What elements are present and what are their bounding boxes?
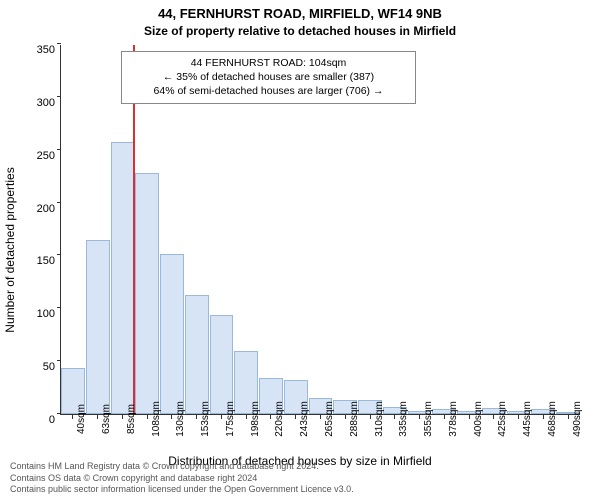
chart-title: 44, FERNHURST ROAD, MIRFIELD, WF14 9NB (0, 6, 600, 21)
y-tick-mark (57, 360, 61, 361)
x-tick-label: 310sqm (370, 401, 385, 437)
histogram-bar (135, 173, 159, 414)
info-box-line: 64% of semi-detached houses are larger (… (130, 84, 407, 98)
y-tick-label: 0 (49, 414, 61, 426)
x-tick-label: 335sqm (394, 401, 409, 437)
x-tick-label: 490sqm (568, 401, 583, 437)
y-tick-mark (57, 202, 61, 203)
info-box-line: ← 35% of detached houses are smaller (38… (130, 70, 407, 84)
y-tick-mark (57, 307, 61, 308)
x-tick-label: 220sqm (270, 401, 285, 437)
footer-line: Contains OS data © Crown copyright and d… (10, 473, 590, 485)
x-tick-label: 468sqm (543, 401, 558, 437)
x-tick-label: 130sqm (171, 401, 186, 437)
x-tick-label: 445sqm (518, 401, 533, 437)
y-tick-mark (57, 43, 61, 44)
footer-line: Contains public sector information licen… (10, 484, 590, 496)
x-tick-label: 63sqm (97, 404, 112, 434)
y-tick-label: 200 (37, 203, 61, 215)
x-tick-label: 288sqm (345, 401, 360, 437)
x-tick-label: 243sqm (295, 401, 310, 437)
y-tick-label: 150 (37, 255, 61, 267)
x-tick-label: 265sqm (320, 401, 335, 437)
y-axis-label: Number of detached properties (3, 167, 17, 332)
footer-credits: Contains HM Land Registry data © Crown c… (10, 461, 590, 496)
x-tick-label: 40sqm (72, 404, 87, 434)
y-tick-mark (57, 254, 61, 255)
histogram-bar (111, 142, 135, 414)
plot-area: 05010015020025030035044 FERNHURST ROAD: … (60, 45, 580, 415)
x-tick-label: 425sqm (493, 401, 508, 437)
y-tick-label: 50 (43, 361, 61, 373)
x-tick-label: 153sqm (196, 401, 211, 437)
histogram-bar (160, 254, 184, 414)
x-tick-label: 400sqm (469, 401, 484, 437)
info-box-line: 44 FERNHURST ROAD: 104sqm (130, 56, 407, 70)
y-tick-label: 250 (37, 150, 61, 162)
histogram-bar (210, 315, 234, 414)
x-tick-label: 378sqm (444, 401, 459, 437)
y-tick-label: 300 (37, 97, 61, 109)
x-tick-label: 175sqm (221, 401, 236, 437)
x-tick-label: 108sqm (147, 401, 162, 437)
y-tick-mark (57, 96, 61, 97)
histogram-bar (185, 295, 209, 414)
y-tick-label: 350 (37, 44, 61, 56)
x-tick-label: 355sqm (419, 401, 434, 437)
x-tick-label: 85sqm (122, 404, 137, 434)
histogram-bar (86, 240, 110, 414)
x-tick-label: 198sqm (246, 401, 261, 437)
info-box: 44 FERNHURST ROAD: 104sqm← 35% of detach… (121, 51, 416, 104)
chart-container: 05010015020025030035044 FERNHURST ROAD: … (60, 45, 580, 415)
footer-line: Contains HM Land Registry data © Crown c… (10, 461, 590, 473)
y-tick-mark (57, 149, 61, 150)
y-tick-label: 100 (37, 308, 61, 320)
chart-subtitle: Size of property relative to detached ho… (0, 24, 600, 38)
